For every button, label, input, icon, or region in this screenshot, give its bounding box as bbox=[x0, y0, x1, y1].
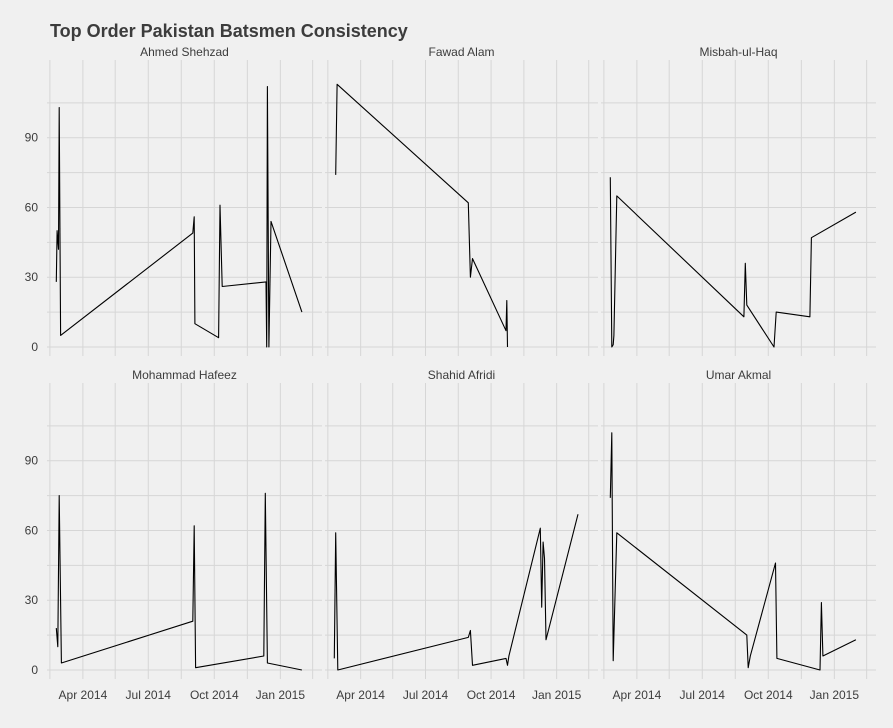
x-tick-label: Oct 2014 bbox=[467, 688, 516, 702]
panel-umar-akmal: Umar Akmal Apr 2014 Jul 2014 Oct 2014 Jan 20… bbox=[601, 368, 876, 702]
y-tick-label: 30 bbox=[25, 593, 39, 607]
panel-ahmed-shehzad: Ahmed Shehzad 0 30 60 90 bbox=[25, 45, 322, 356]
chart-title: Top Order Pakistan Batsmen Consistency bbox=[50, 21, 408, 41]
panel-title: Umar Akmal bbox=[706, 368, 771, 382]
x-tick-label: Jul 2014 bbox=[403, 688, 449, 702]
series-line-mohammad-hafeez bbox=[55, 492, 303, 671]
series-line-ahmed-shehzad bbox=[55, 86, 303, 348]
x-tick-label: Jul 2014 bbox=[126, 688, 172, 702]
panel-mohammad-hafeez: Mohammad Hafeez 0 30 60 90 Apr 2014 Jul 2014 Oc… bbox=[25, 368, 322, 702]
panel-misbah-ul-haq: Misbah-ul-Haq bbox=[601, 45, 876, 356]
x-tick-label: Apr 2014 bbox=[336, 688, 385, 702]
x-tick-label: Apr 2014 bbox=[59, 688, 108, 702]
panel-fawad-alam: Fawad Alam bbox=[325, 45, 598, 356]
series-line-shahid-afridi bbox=[333, 514, 579, 671]
x-tick-label: Oct 2014 bbox=[190, 688, 239, 702]
x-tick-label: Jan 2015 bbox=[532, 688, 582, 702]
y-tick-label: 0 bbox=[31, 663, 38, 677]
y-tick-label: 30 bbox=[25, 270, 39, 284]
series-line-misbah-ul-haq bbox=[609, 177, 857, 348]
y-tick-label: 60 bbox=[25, 200, 39, 214]
y-tick-label: 60 bbox=[25, 523, 39, 537]
panel-title: Mohammad Hafeez bbox=[132, 368, 237, 382]
panel-shahid-afridi: Shahid Afridi Apr 2014 Jul 2014 Oct 2014 Jan… bbox=[325, 368, 598, 702]
x-tick-label: Oct 2014 bbox=[744, 688, 793, 702]
panel-title: Misbah-ul-Haq bbox=[699, 45, 777, 59]
x-tick-label: Jan 2015 bbox=[810, 688, 860, 702]
panel-title: Ahmed Shehzad bbox=[140, 45, 229, 59]
y-tick-label: 90 bbox=[25, 131, 39, 145]
x-tick-label: Jan 2015 bbox=[256, 688, 306, 702]
x-tick-label: Jul 2014 bbox=[680, 688, 726, 702]
x-tick-label: Apr 2014 bbox=[613, 688, 662, 702]
y-tick-label: 0 bbox=[31, 340, 38, 354]
y-tick-label: 90 bbox=[25, 454, 39, 468]
panel-title: Shahid Afridi bbox=[428, 368, 495, 382]
series-line-fawad-alam bbox=[335, 83, 509, 348]
panel-title: Fawad Alam bbox=[428, 45, 494, 59]
series-line-umar-akmal bbox=[609, 432, 857, 671]
